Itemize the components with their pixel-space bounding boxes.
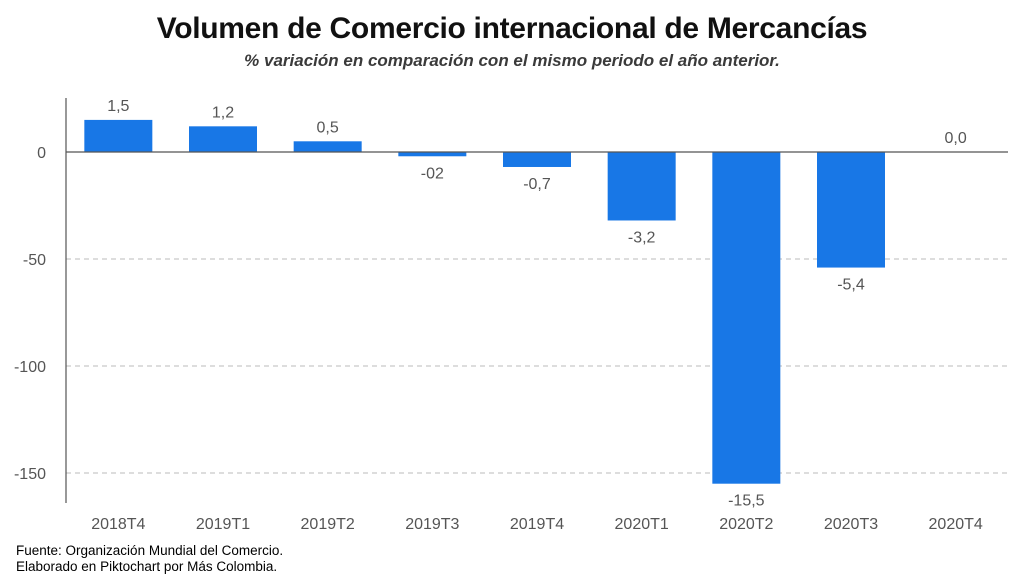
x-tick-label: 2020T2: [719, 516, 773, 533]
x-tick-label: 2019T2: [301, 516, 355, 533]
labels: 0 -50 -100 -150 1,5 2018T4 1,2 2019T1 0,5 2019T2 -…: [14, 98, 983, 533]
chart-subtitle: % variación en comparación con el mismo …: [244, 51, 780, 70]
chart-title: Volumen de Comercio internacional de Mer…: [156, 12, 868, 45]
bar: [293, 141, 362, 152]
data-label: -0,7: [523, 176, 551, 193]
bar: [607, 152, 676, 221]
y-tick-label: -50: [23, 252, 46, 269]
data-label: -5,4: [837, 277, 865, 294]
x-tick-label: 2018T4: [91, 516, 145, 533]
source-line-2: Elaborado en Piktochart por Más Colombia…: [16, 559, 278, 574]
x-tick-label: 2019T3: [405, 516, 459, 533]
data-label: -02: [421, 165, 444, 182]
bar: [503, 152, 571, 167]
y-tick-label: 0: [37, 145, 46, 162]
bar: [398, 152, 467, 157]
source-note: Fuente: Organización Mundial del Comerci…: [16, 543, 283, 575]
bar: [189, 126, 257, 152]
grid-lines: [66, 258, 1008, 474]
x-tick-label: 2020T3: [824, 516, 878, 533]
data-label: 0,0: [945, 130, 967, 147]
x-tick-label: 2019T4: [510, 516, 564, 533]
bar: [84, 119, 153, 152]
bar: [712, 152, 781, 484]
x-tick-label: 2020T4: [929, 516, 983, 533]
data-label: -3,2: [628, 229, 656, 246]
bar: [817, 152, 885, 268]
y-tick-label: -100: [14, 359, 46, 376]
source-line-1: Fuente: Organización Mundial del Comerci…: [16, 543, 284, 558]
axes: [65, 98, 1008, 503]
bars: [84, 119, 885, 484]
data-label: 1,5: [107, 98, 129, 115]
x-tick-label: 2019T1: [196, 516, 250, 533]
data-label: 1,2: [212, 104, 234, 121]
y-tick-label: -150: [14, 466, 46, 483]
data-label: -15,5: [728, 493, 765, 510]
data-label: 0,5: [317, 119, 339, 136]
x-tick-label: 2020T1: [615, 516, 669, 533]
